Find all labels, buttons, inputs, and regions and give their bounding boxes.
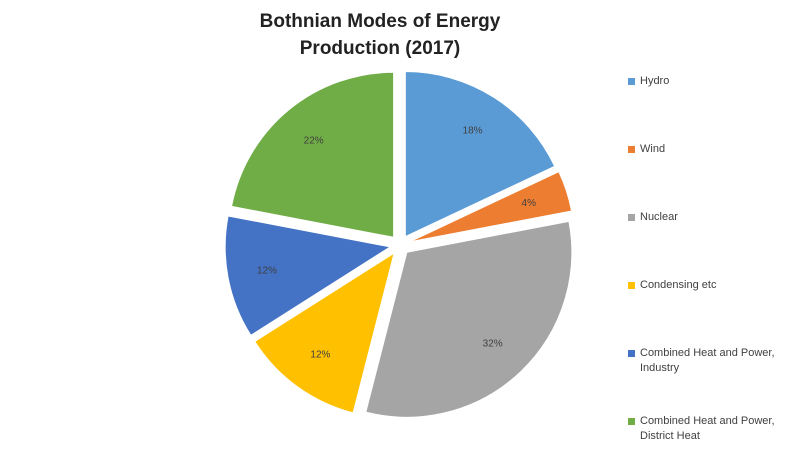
legend-label: Hydro [640, 75, 670, 87]
legend-swatch [628, 282, 635, 289]
legend-label: Combined Heat and Power, District Heat [640, 415, 775, 442]
slice-label-3: 12% [310, 350, 330, 361]
legend-item-2: Nuclear [628, 210, 800, 225]
legend-label: Wind [640, 143, 666, 155]
legend-label: Nuclear [640, 211, 678, 223]
legend-item-0: Hydro [628, 74, 800, 89]
pie-slice-4 [224, 215, 392, 336]
pie-slice-2 [365, 220, 573, 418]
legend-label: Combined Heat and Power, Industry [640, 347, 775, 374]
legend-item-1: Wind [628, 142, 800, 157]
slice-label-1: 4% [522, 198, 537, 209]
pie-slice-1 [409, 170, 573, 243]
legend-item-4: Combined Heat and Power, Industry [628, 346, 800, 376]
pie-slice-0 [404, 71, 556, 238]
slice-label-0: 18% [463, 126, 483, 137]
legend-label: Condensing etc [640, 279, 717, 291]
legend-swatch [628, 350, 635, 357]
legend-swatch [628, 78, 635, 85]
slice-label-4: 12% [257, 265, 277, 276]
legend-swatch [628, 214, 635, 221]
legend-item-3: Condensing etc [628, 278, 800, 293]
slice-label-5: 22% [304, 136, 324, 147]
legend-swatch [628, 146, 635, 153]
chart-title: Bothnian Modes of Energy Production (201… [259, 11, 501, 59]
slice-label-2: 32% [483, 339, 503, 350]
pie-slice-3 [254, 251, 395, 414]
legend-item-5: Combined Heat and Power, District Heat [628, 414, 800, 444]
pie-slice-5 [230, 71, 395, 238]
legend-swatch [628, 418, 635, 425]
